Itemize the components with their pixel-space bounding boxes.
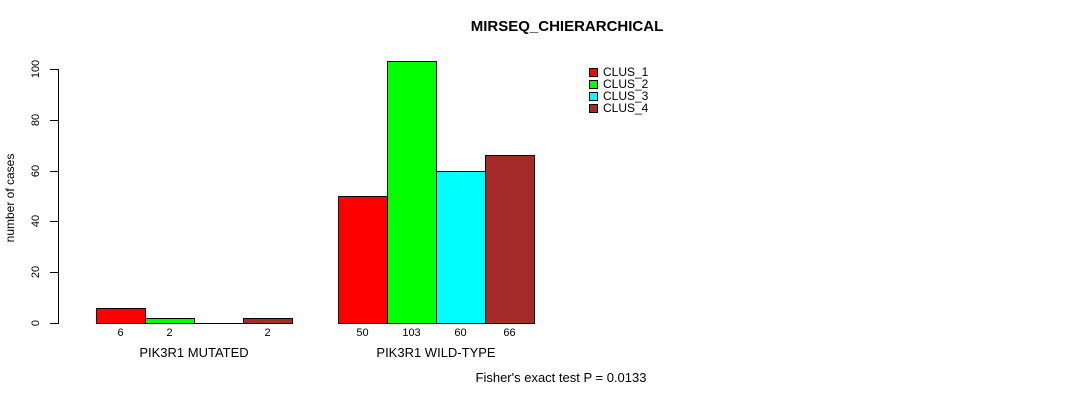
chart-title: MIRSEQ_CHIERARCHICAL	[470, 18, 664, 35]
legend-label: CLUS_2	[603, 77, 649, 91]
y-axis-tick	[50, 119, 58, 121]
bar-value-label: 2	[264, 327, 271, 339]
bar-value-label: 50	[356, 327, 369, 339]
y-axis-tick-label: 0	[30, 319, 42, 327]
y-axis-tick-label: 100	[30, 59, 42, 79]
y-axis-tick-label: 60	[30, 164, 42, 177]
legend-item-clus_4: CLUS_4	[589, 102, 648, 114]
y-axis-tick	[50, 69, 58, 70]
y-axis-label: number of cases	[3, 153, 17, 243]
fisher-test-annotation: Fisher's exact test P = 0.0133	[475, 370, 647, 385]
bar-clus_3-group1-zero	[194, 323, 244, 324]
bar-clus_4-group2	[485, 155, 535, 324]
legend-item-clus_2: CLUS_2	[589, 78, 648, 90]
group-label-pik3r1-mutated: PIK3R1 MUTATED	[139, 345, 249, 360]
legend-swatch-clus_2	[589, 79, 598, 89]
legend: CLUS_1 CLUS_2 CLUS_3 CLUS_4	[589, 66, 648, 114]
y-axis-tick	[50, 272, 58, 274]
y-axis-tick-label: 20	[30, 266, 42, 279]
y-axis-line	[58, 69, 59, 324]
bar-value-label: 2	[166, 327, 173, 339]
group-label-pik3r1-wild-type: PIK3R1 WILD-TYPE	[376, 345, 496, 360]
bar-clus_2-group2	[387, 61, 437, 324]
bar-value-label: 6	[117, 327, 124, 339]
bar-value-label: 103	[402, 327, 421, 339]
legend-label: CLUS_3	[603, 89, 649, 103]
bar-value-label: 60	[454, 327, 467, 339]
y-axis-tick-label: 80	[30, 113, 42, 126]
legend-swatch-clus_3	[589, 91, 598, 101]
y-axis-tick-label: 40	[30, 215, 42, 228]
bar-value-label: 66	[503, 327, 516, 339]
legend-swatch-clus_1	[589, 67, 598, 77]
legend-item-clus_1: CLUS_1	[589, 66, 648, 78]
legend-label: CLUS_4	[603, 101, 649, 115]
y-axis-tick	[50, 221, 58, 223]
bar-clus_1-group2	[338, 196, 388, 324]
legend-label: CLUS_1	[603, 65, 649, 79]
bar-clus_2-group1	[145, 317, 195, 324]
bar-clus_4-group1	[243, 317, 293, 324]
bar-clus_3-group2	[436, 170, 486, 324]
legend-item-clus_3: CLUS_3	[589, 90, 648, 102]
y-axis-tick	[50, 323, 58, 324]
bar-clus_1-group1	[96, 307, 146, 324]
legend-swatch-clus_4	[589, 103, 598, 113]
y-axis-tick	[50, 170, 58, 172]
